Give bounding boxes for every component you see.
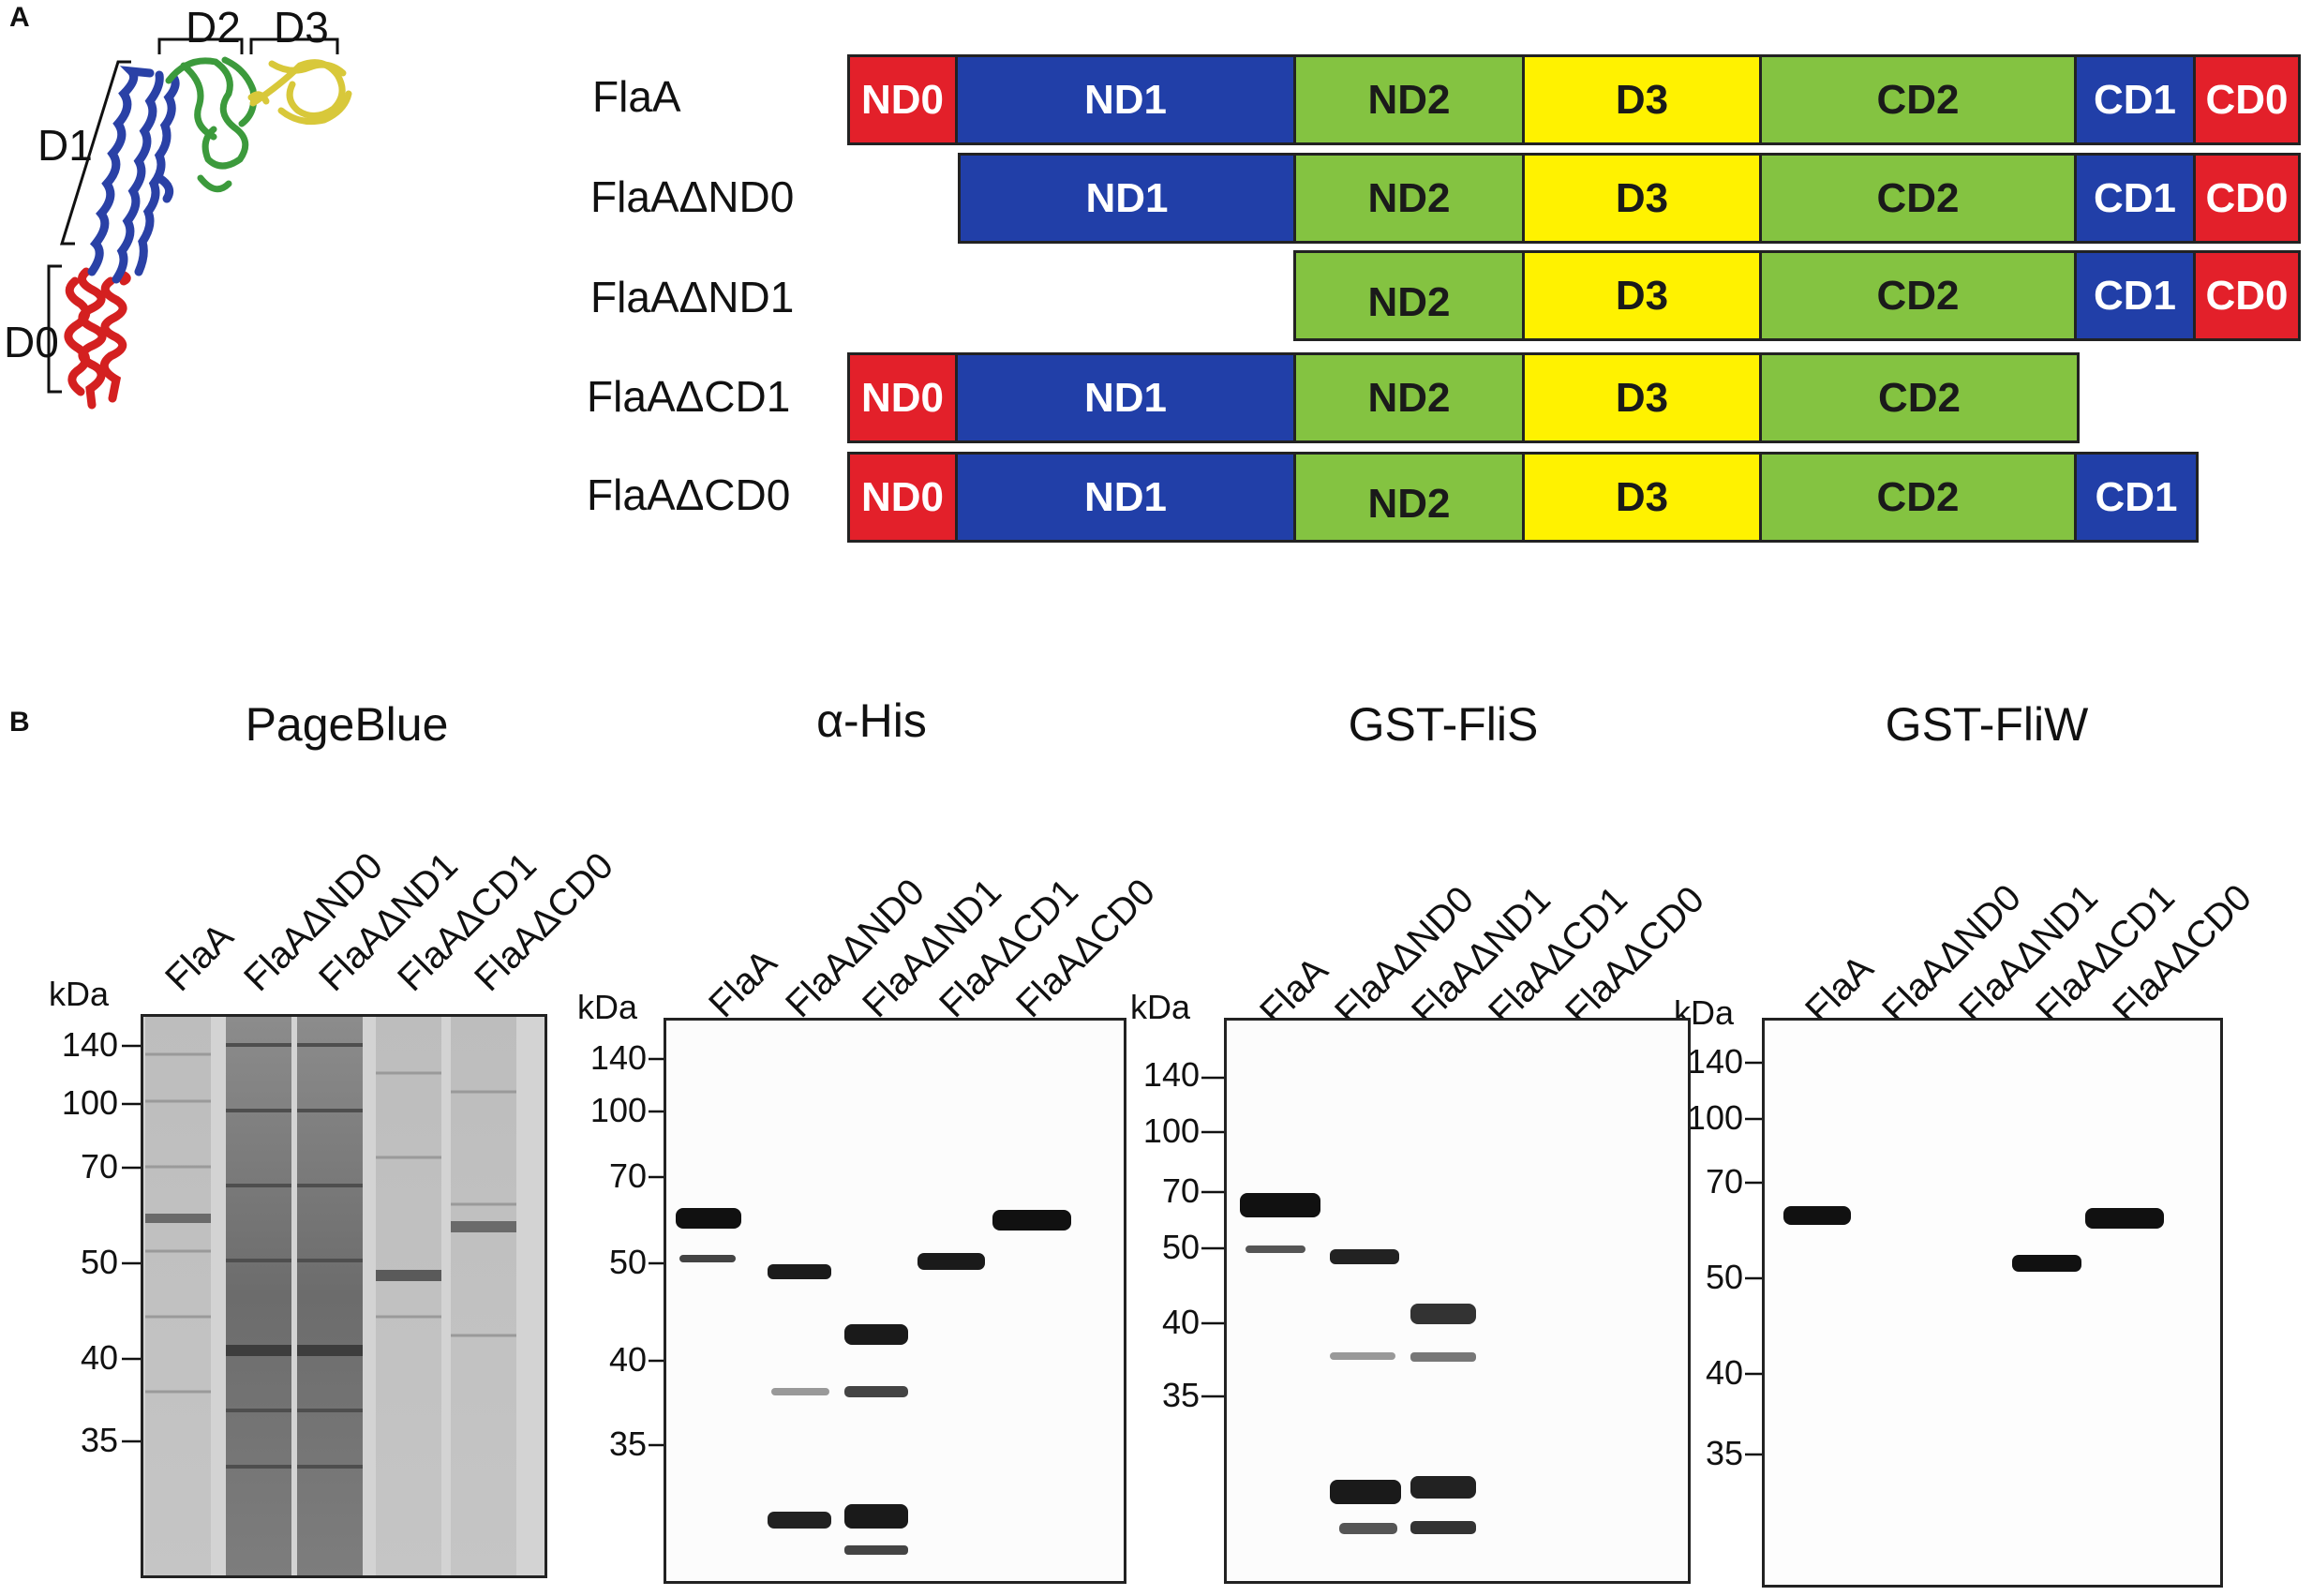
marker-70: 70 <box>608 1156 647 1195</box>
domain-cd2: CD2 <box>1762 153 2077 244</box>
marker-50: 50 <box>608 1243 647 1281</box>
marker-40: 40 <box>80 1338 118 1377</box>
construct-name-dnd1: FlaAΔND1 <box>590 273 795 321</box>
domain-cd2: CD2 <box>1762 452 2077 543</box>
marker-35: 35 <box>1161 1376 1200 1414</box>
marker-50: 50 <box>1161 1228 1200 1266</box>
domain-nd0: ND0 <box>847 452 958 543</box>
construct-bar-flaa: ND0 ND1 ND2 D3 CD2 CD1 CD0 <box>847 54 2301 145</box>
kda-label: kDa <box>1130 988 1191 1026</box>
gel-flis-bands <box>1240 1193 1476 1534</box>
flagellin-structure-illustration <box>47 37 352 410</box>
gel-his-bands <box>676 1208 1071 1555</box>
panel-a-letter: A <box>9 2 30 33</box>
gel-pageblue <box>141 1014 547 1578</box>
marker-70: 70 <box>1705 1162 1743 1201</box>
domain-nd1: ND1 <box>958 352 1296 443</box>
construct-bar-dcd1: ND0 ND1 ND2 D3 CD2 <box>847 352 2080 443</box>
domain-cd2: CD2 <box>1762 54 2077 145</box>
domain-label-d1: D1 <box>37 121 93 170</box>
kda-label: kDa <box>49 975 110 1013</box>
domain-cd1: CD1 <box>2077 153 2196 244</box>
domain-d3: D3 <box>1525 250 1762 341</box>
domain-cd2: CD2 <box>1762 250 2077 341</box>
domain-label-d3: D3 <box>274 3 329 52</box>
gel-his <box>664 1018 1126 1584</box>
domain-label-d0: D0 <box>4 318 59 366</box>
domain-cd0: CD0 <box>2196 250 2301 341</box>
marker-100: 100 <box>1686 1098 1743 1137</box>
marker-70: 70 <box>1161 1171 1200 1210</box>
marker-35: 35 <box>608 1424 647 1463</box>
construct-name-dnd0: FlaAΔND0 <box>590 172 795 221</box>
domain-cd1: CD1 <box>2077 250 2196 341</box>
domain-d3: D3 <box>1525 452 1762 543</box>
marker-40: 40 <box>608 1340 647 1379</box>
gel-title-fliS: GST-FliS <box>1348 698 1539 751</box>
marker-50: 50 <box>1705 1258 1743 1296</box>
construct-name-dcd1: FlaAΔCD1 <box>587 372 791 421</box>
marker-40: 40 <box>1161 1303 1200 1341</box>
domain-nd2: ND2 <box>1296 352 1525 443</box>
gel-title-his: α-His <box>816 694 927 747</box>
marker-140: 140 <box>589 1038 647 1077</box>
gel-flis <box>1224 1018 1691 1584</box>
marker-140: 140 <box>1142 1055 1200 1094</box>
marker-140: 140 <box>1686 1042 1743 1081</box>
domain-d3: D3 <box>1525 153 1762 244</box>
construct-bar-dnd1: ND2 D3 CD2 CD1 CD0 <box>1293 250 2301 341</box>
marker-100: 100 <box>1142 1111 1200 1150</box>
domain-nd2: ND2 <box>1296 153 1525 244</box>
marker-50: 50 <box>80 1243 118 1281</box>
construct-bar-dnd0: ND1 ND2 D3 CD2 CD1 CD0 <box>958 153 2301 244</box>
gel-title-pageblue: PageBlue <box>245 698 449 751</box>
domain-nd1: ND1 <box>958 153 1296 244</box>
gel-title-fliW: GST-FliW <box>1885 698 2089 751</box>
marker-40: 40 <box>1705 1353 1743 1392</box>
marker-70: 70 <box>80 1147 118 1186</box>
domain-cd1: CD1 <box>2077 452 2199 543</box>
domain-cd2: CD2 <box>1762 352 2080 443</box>
domain-nd2: ND2 <box>1293 250 1525 341</box>
domain-cd1: CD1 <box>2077 54 2196 145</box>
domain-label-d2: D2 <box>186 3 241 52</box>
marker-35: 35 <box>80 1421 118 1459</box>
marker-100: 100 <box>61 1083 118 1122</box>
domain-nd1: ND1 <box>958 54 1296 145</box>
domain-nd0: ND0 <box>847 352 958 443</box>
marker-100: 100 <box>589 1091 647 1129</box>
construct-name-flaa: FlaA <box>592 72 681 121</box>
domain-d3: D3 <box>1525 54 1762 145</box>
gel-pageblue-bands <box>145 1017 516 1575</box>
marker-140: 140 <box>61 1025 118 1064</box>
domain-d3: D3 <box>1525 352 1762 443</box>
kda-label: kDa <box>577 988 638 1026</box>
panel-b-letter: B <box>9 707 30 738</box>
domain-nd1: ND1 <box>958 452 1296 543</box>
domain-nd2: ND2 <box>1296 54 1525 145</box>
gel-fliw-bands <box>1783 1206 2164 1272</box>
gel-fliw <box>1762 1018 2223 1588</box>
domain-cd0: CD0 <box>2196 153 2301 244</box>
domain-nd0: ND0 <box>847 54 958 145</box>
domain-nd2: ND2 <box>1296 452 1525 543</box>
domain-cd0: CD0 <box>2196 54 2301 145</box>
construct-bar-dcd0: ND0 ND1 ND2 D3 CD2 CD1 <box>847 452 2199 543</box>
construct-name-dcd0: FlaAΔCD0 <box>587 470 791 519</box>
marker-35: 35 <box>1705 1434 1743 1472</box>
